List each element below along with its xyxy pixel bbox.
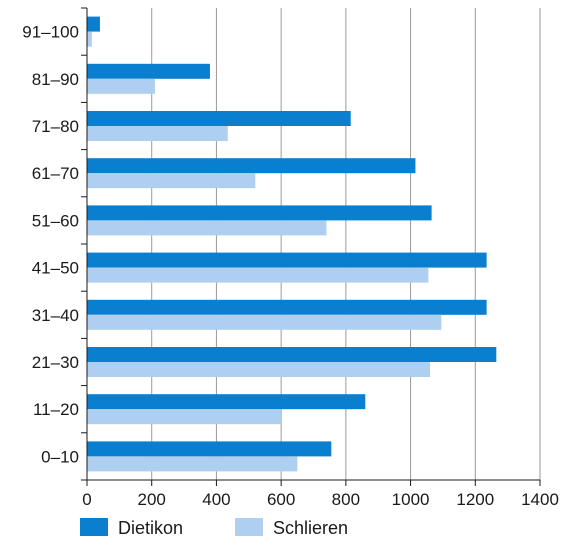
bar-schlieren xyxy=(87,314,442,330)
x-tick-label: 0 xyxy=(82,490,91,509)
legend-label: Dietikon xyxy=(118,518,183,538)
bar-schlieren xyxy=(87,173,256,189)
legend-label: Schlieren xyxy=(273,518,348,538)
category-label: 0–10 xyxy=(41,447,79,466)
x-tick-label: 200 xyxy=(138,490,166,509)
bar-dietikon xyxy=(87,63,210,79)
bar-schlieren xyxy=(87,31,92,47)
category-label: 41–50 xyxy=(32,259,79,278)
bars xyxy=(87,16,497,472)
bar-schlieren xyxy=(87,456,298,472)
x-tick-label: 1200 xyxy=(456,490,494,509)
x-tick-label: 1400 xyxy=(521,490,559,509)
bar-schlieren xyxy=(87,267,429,283)
bar-dietikon xyxy=(87,158,416,174)
gridlines xyxy=(151,8,541,480)
legend: Dietikon Schlieren xyxy=(80,518,348,538)
x-tick-label: 600 xyxy=(267,490,295,509)
bar-schlieren xyxy=(87,126,228,141)
bar-schlieren xyxy=(87,78,155,94)
category-label: 11–20 xyxy=(33,400,79,419)
bar-schlieren xyxy=(87,409,282,425)
bar-dietikon xyxy=(87,441,332,457)
bar-schlieren xyxy=(87,220,327,236)
bar-dietikon xyxy=(87,394,366,410)
bar-dietikon xyxy=(87,205,432,221)
value-tick-labels: 0 200 400 600 800 1000 1200 1400 xyxy=(82,490,559,509)
axes xyxy=(81,7,541,486)
x-tick-label: 400 xyxy=(202,490,230,509)
category-label: 91–100 xyxy=(22,23,79,42)
x-tick-label: 800 xyxy=(332,490,360,509)
legend-swatch xyxy=(235,518,263,536)
category-tick-labels: 0–10 11–20 21–30 31–40 41–50 51–60 61–70 71–80 8… xyxy=(22,23,79,467)
category-label: 51–60 xyxy=(32,211,79,230)
category-label: 81–90 xyxy=(32,70,79,89)
category-label: 31–40 xyxy=(32,306,79,325)
bar-dietikon xyxy=(87,111,351,126)
category-label: 71–80 xyxy=(32,117,79,136)
x-tick-label: 1000 xyxy=(392,490,430,509)
bar-dietikon xyxy=(87,252,487,268)
bar-dietikon xyxy=(87,16,100,32)
bar-dietikon xyxy=(87,299,487,315)
legend-swatch xyxy=(80,518,108,536)
bar-schlieren xyxy=(87,362,430,377)
category-label: 61–70 xyxy=(32,164,79,183)
category-label: 21–30 xyxy=(32,353,79,372)
bar-dietikon xyxy=(87,347,497,362)
